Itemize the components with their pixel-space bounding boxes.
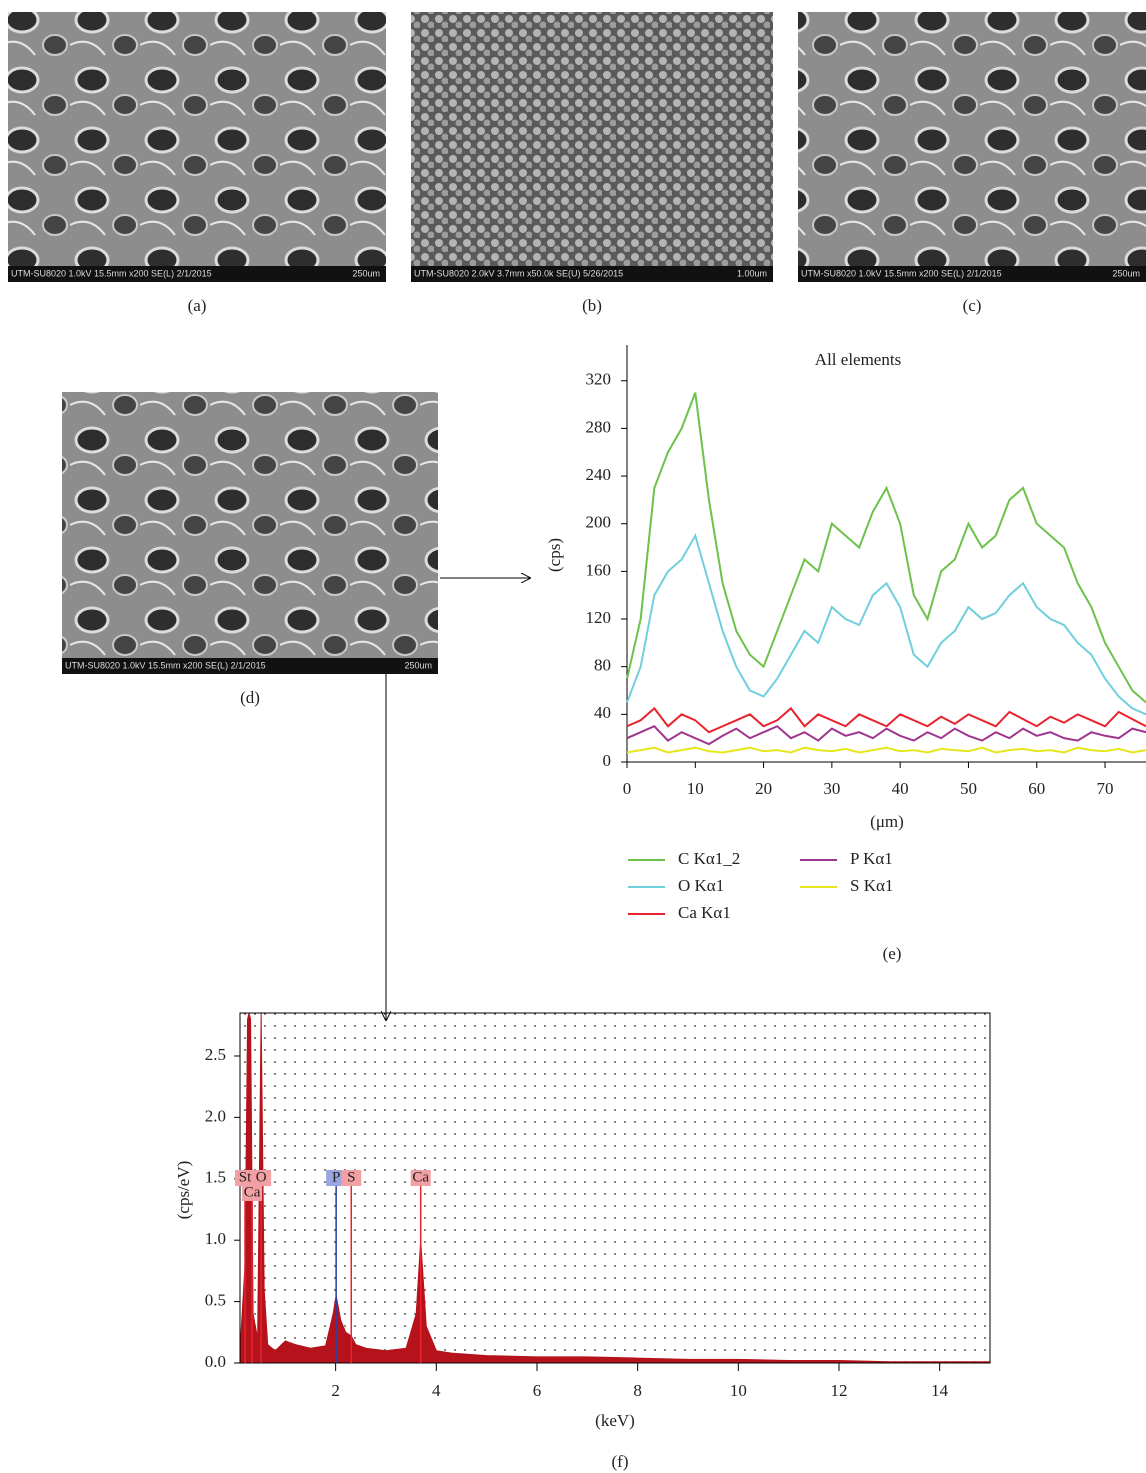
x-tick-label: 2: [331, 1381, 340, 1400]
x-tick-label: 20: [755, 779, 772, 798]
image-info: UTM-SU8020 1.0kV 15.5mm x200 SE(L) 2/1/2…: [65, 660, 266, 670]
peak-label: O: [256, 1169, 267, 1185]
scale-label: 1.00um: [737, 268, 767, 278]
y-tick-label: 80: [594, 656, 611, 675]
peak-label: St: [239, 1169, 252, 1185]
sem-image: [411, 12, 773, 282]
series-line: [626, 746, 1146, 754]
y-tick-label: 160: [586, 560, 612, 579]
scale-label: 250um: [1112, 268, 1140, 278]
plot-grid: [240, 1013, 990, 1363]
caption: (f): [612, 1452, 629, 1471]
y-tick-label: 40: [594, 703, 611, 722]
y-tick-label: 0: [603, 751, 612, 770]
x-tick-label: 8: [633, 1381, 642, 1400]
legend-label: O Kα1: [678, 876, 724, 895]
image-info: UTM-SU8020 1.0kV 15.5mm x200 SE(L) 2/1/2…: [801, 268, 1002, 278]
legend-label: P Kα1: [850, 849, 893, 868]
peak-label-box: [235, 1170, 256, 1186]
x-tick-label: 12: [830, 1381, 847, 1400]
y-tick-label: 0.5: [205, 1291, 226, 1310]
peak-label: S: [347, 1169, 355, 1185]
info-bar: [8, 266, 386, 282]
y-tick-label: 0.0: [205, 1352, 226, 1371]
peak-label-box: [326, 1170, 347, 1186]
x-tick-label: 4: [432, 1381, 441, 1400]
x-tick-label: 30: [823, 779, 840, 798]
y-tick-label: 240: [586, 465, 612, 484]
sem-image: [62, 392, 438, 674]
x-tick-label: 10: [687, 779, 704, 798]
x-tick-label: 6: [533, 1381, 542, 1400]
series-line: [626, 725, 1146, 746]
image-info: UTM-SU8020 2.0kV 3.7mm x50.0k SE(U) 5/26…: [414, 268, 623, 278]
x-tick-label: 50: [960, 779, 977, 798]
caption: (b): [582, 296, 602, 315]
peak-label-box: [251, 1170, 272, 1186]
x-axis-label: (μm): [870, 812, 904, 831]
info-bar: [62, 658, 438, 674]
x-tick-label: 14: [931, 1381, 949, 1400]
scale-label: 250um: [404, 660, 432, 670]
series-line: [626, 706, 1146, 734]
peak-label: Ca: [412, 1169, 429, 1185]
sem-image: [798, 12, 1146, 282]
x-axis-label: (keV): [595, 1411, 635, 1430]
caption: (d): [240, 688, 260, 707]
scale-label: 250um: [352, 268, 380, 278]
sem-image: [8, 12, 386, 282]
x-tick-label: 10: [730, 1381, 747, 1400]
info-bar: [798, 266, 1146, 282]
spectrum: [240, 1013, 990, 1363]
y-tick-label: 280: [586, 417, 612, 436]
image-info: UTM-SU8020 1.0kV 15.5mm x200 SE(L) 2/1/2…: [11, 268, 212, 278]
x-tick-label: 40: [892, 779, 909, 798]
chart-title: All elements: [815, 350, 901, 369]
legend-label: C Kα1_2: [678, 849, 740, 868]
peak-label: Ca: [244, 1184, 261, 1200]
series-line: [626, 392, 1146, 704]
peak-label-box: [341, 1170, 362, 1186]
x-tick-label: 60: [1028, 779, 1045, 798]
y-axis-label: (cps/eV): [174, 1161, 193, 1220]
plot-frame: [239, 1012, 991, 1364]
y-tick-label: 2.0: [205, 1106, 226, 1125]
x-tick-label: 0: [623, 779, 632, 798]
y-tick-label: 1.5: [205, 1168, 226, 1187]
caption: (a): [188, 296, 207, 315]
y-tick-label: 2.5: [205, 1045, 226, 1064]
caption: (e): [883, 944, 902, 963]
caption: (c): [963, 296, 982, 315]
peak-label: P: [332, 1169, 340, 1185]
y-tick-label: 120: [586, 608, 612, 627]
x-tick-label: 70: [1097, 779, 1114, 798]
peak-label-box: [242, 1185, 263, 1201]
info-bar: [411, 266, 773, 282]
y-tick-label: 200: [586, 513, 612, 532]
peak-label-box: [410, 1170, 431, 1186]
y-tick-label: 320: [586, 370, 612, 389]
legend-label: S Kα1: [850, 876, 893, 895]
y-tick-label: 1.0: [205, 1229, 226, 1248]
legend-label: Ca Kα1: [678, 903, 731, 922]
y-axis-label: (cps): [545, 538, 564, 572]
series-line: [626, 533, 1146, 716]
